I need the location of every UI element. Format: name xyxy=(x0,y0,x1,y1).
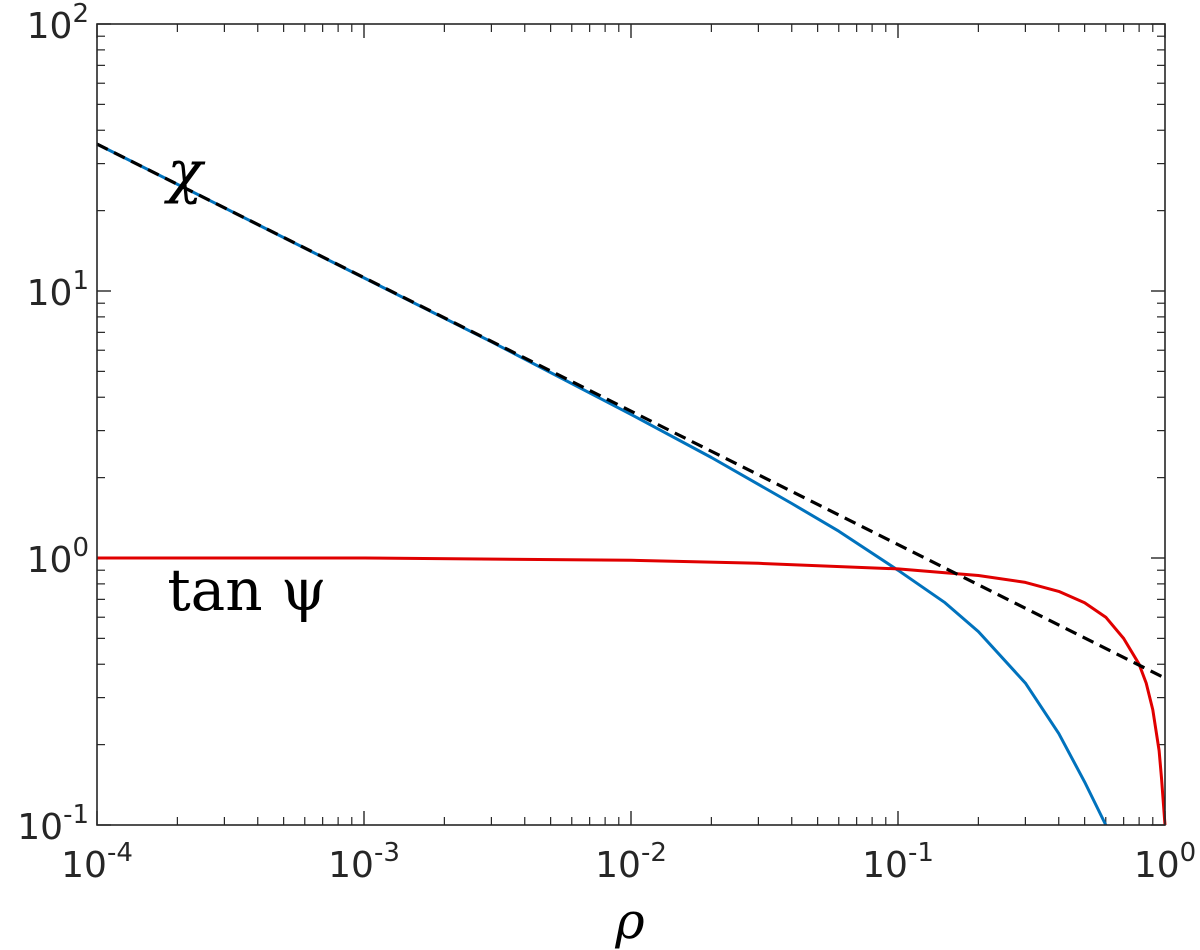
axes-frame xyxy=(96,23,1166,826)
y-tick-label: 100 xyxy=(27,533,89,581)
x-tick-label: 10-4 xyxy=(61,838,133,886)
y-tick-label: 101 xyxy=(27,266,89,314)
y-tick-label: 102 xyxy=(27,0,89,47)
minor-ticks xyxy=(97,24,1165,825)
x-tick-labels: 10-4 10-3 10-2 10-1 100 xyxy=(61,838,1196,886)
tan-psi-label: tan ψ xyxy=(167,556,326,624)
plot-background xyxy=(97,24,1165,825)
chi-label: χ xyxy=(163,138,205,206)
series-layer xyxy=(96,142,1167,826)
x-tick-label: 10-2 xyxy=(595,838,667,886)
y-tick-labels: 10-1 100 101 102 xyxy=(17,0,89,848)
x-tick-label: 10-1 xyxy=(862,838,934,886)
x-tick-label: 10-3 xyxy=(328,838,400,886)
asymptote-dashed-line xyxy=(96,142,1166,680)
x-tick-label: 100 xyxy=(1134,838,1196,886)
plot-frame xyxy=(96,23,1166,826)
tan-psi-curve xyxy=(97,556,1167,826)
y-tick-label: 10-1 xyxy=(17,800,89,848)
annotation-layer: χ tan ψ xyxy=(163,138,326,624)
plot-area xyxy=(97,24,1165,825)
x-axis-label: ρ xyxy=(614,892,645,950)
